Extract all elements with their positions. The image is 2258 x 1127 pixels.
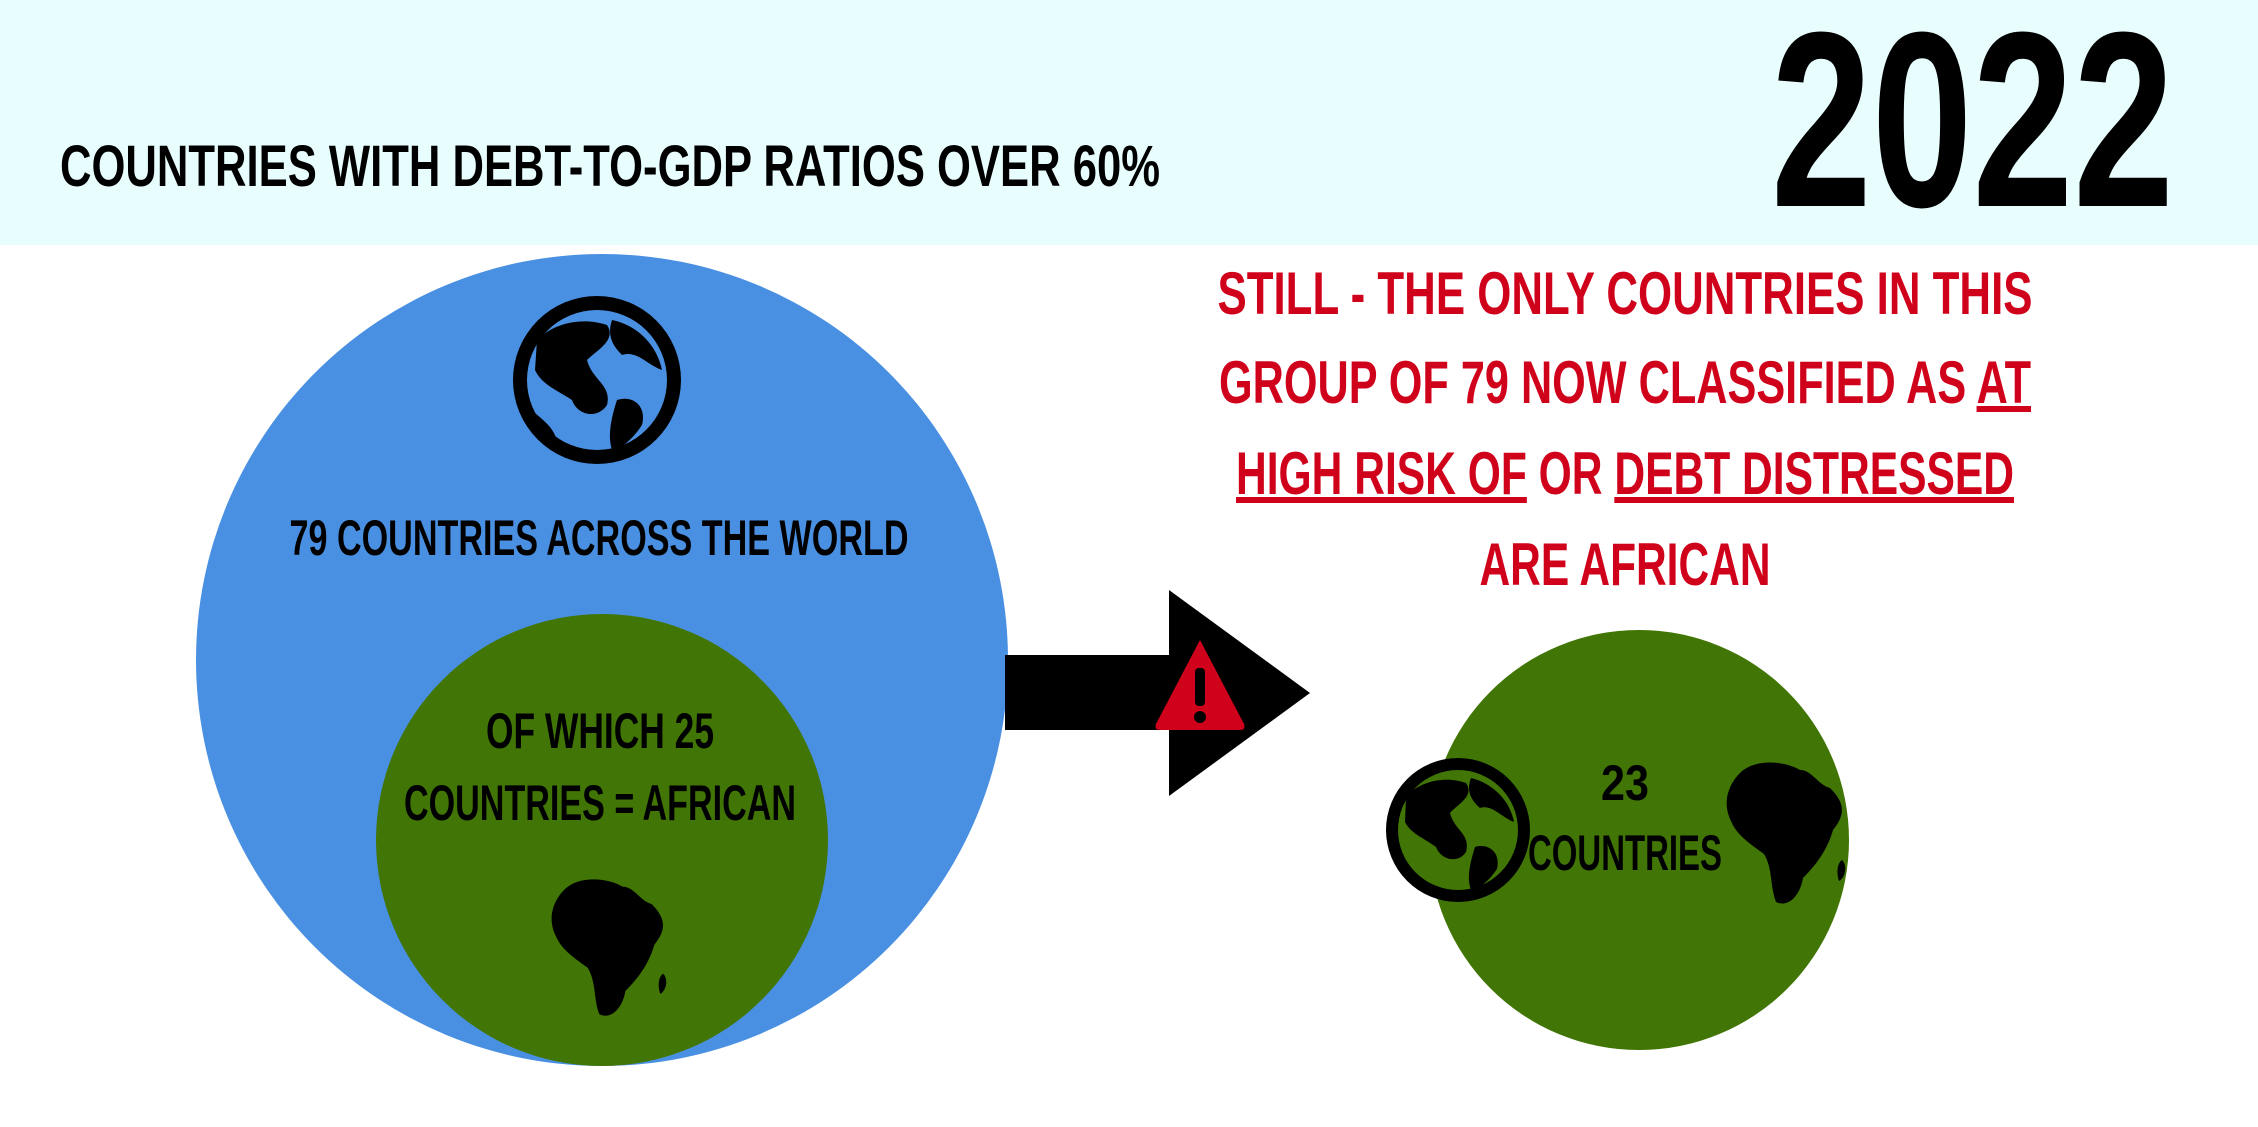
world-label: 79 COUNTRIES ACROSS THE WORLD xyxy=(290,510,909,566)
globe-icon xyxy=(513,296,681,464)
callout: STILL - THE ONLY COUNTRIES IN THIS GROUP … xyxy=(1218,260,2033,598)
africa-circle xyxy=(376,614,828,1066)
result-circle xyxy=(1429,630,1849,1050)
result-line: COUNTRIES xyxy=(1528,825,1722,881)
header-year: 2022 xyxy=(1771,0,2174,259)
callout-line: GROUP OF 79 NOW CLASSIFIED AS AT xyxy=(1219,349,2031,416)
callout-text: GROUP OF 79 NOW CLASSIFIED AS xyxy=(1219,349,1977,416)
callout-line: HIGH RISK OF OR DEBT DISTRESSED xyxy=(1236,440,2014,507)
callout-emphasis: AT xyxy=(1977,349,2031,416)
warning-icon xyxy=(1155,640,1245,730)
arrow xyxy=(1005,590,1310,796)
callout-line: ARE AFRICAN xyxy=(1480,531,1771,598)
africa-icon xyxy=(1726,762,1846,904)
callout-text: STILL - THE ONLY COUNTRIES IN THIS xyxy=(1218,260,2033,327)
callout-emphasis: DEBT DISTRESSED xyxy=(1614,440,2014,507)
result-line: 23 xyxy=(1601,755,1649,811)
callout-line: STILL - THE ONLY COUNTRIES IN THIS xyxy=(1218,260,2033,327)
african-line: COUNTRIES = AFRICAN xyxy=(404,775,796,831)
africa-icon xyxy=(551,879,667,1016)
header-title: COUNTRIES WITH DEBT-TO-GDP RATIOS OVER 6… xyxy=(60,134,1160,199)
header-band xyxy=(0,0,2258,245)
globe-icon xyxy=(1386,758,1530,902)
african-line: OF WHICH 25 xyxy=(486,703,714,759)
callout-emphasis: HIGH RISK OF xyxy=(1236,440,1527,507)
callout-text: ARE AFRICAN xyxy=(1480,531,1771,598)
callout-text: OR xyxy=(1527,440,1614,507)
